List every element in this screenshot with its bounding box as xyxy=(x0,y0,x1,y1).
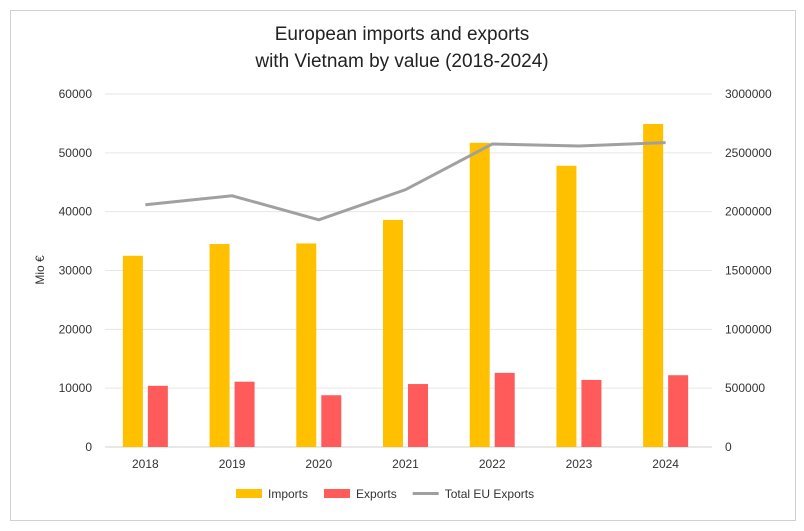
y-tick-label: 60000 xyxy=(59,87,93,101)
x-tick-label: 2024 xyxy=(652,457,679,471)
y-tick-label: 50000 xyxy=(59,146,93,160)
y-tick-label: 30000 xyxy=(59,264,93,278)
x-tick-label: 2023 xyxy=(566,457,593,471)
chart-title-line2: with Vietnam by value (2018-2024) xyxy=(255,51,549,72)
x-tick-label: 2021 xyxy=(392,457,419,471)
x-tick-label: 2022 xyxy=(479,457,506,471)
bar-exports xyxy=(321,395,342,447)
chart-frame xyxy=(10,10,796,521)
bar-imports xyxy=(469,142,490,447)
bar-exports xyxy=(234,381,255,447)
bar-imports xyxy=(296,243,317,447)
x-tick-label: 2018 xyxy=(132,457,159,471)
y2-tick-label: 2500000 xyxy=(725,146,772,160)
bar-exports xyxy=(668,375,689,447)
y2-tick-label: 1000000 xyxy=(725,322,772,336)
line-total-eu-exports xyxy=(145,141,666,222)
bar-imports xyxy=(556,165,577,447)
bar-imports xyxy=(643,124,664,447)
y2-tick-label: 500000 xyxy=(725,381,765,395)
y2-tick-label: 2000000 xyxy=(725,205,772,219)
bar-exports xyxy=(147,385,168,447)
bar-imports xyxy=(383,219,403,447)
bar-exports xyxy=(494,372,515,447)
y-tick-label: 20000 xyxy=(59,322,93,336)
bar-imports xyxy=(122,255,143,447)
bar-imports xyxy=(209,244,230,447)
legend-label: Total EU Exports xyxy=(445,487,534,501)
bar-exports xyxy=(581,379,602,447)
bar-exports xyxy=(408,384,428,447)
y-tick-label: 10000 xyxy=(59,381,93,395)
y2-tick-label: 0 xyxy=(725,440,732,454)
y2-tick-label: 1500000 xyxy=(725,264,772,278)
y-tick-label: 0 xyxy=(85,440,92,454)
x-tick-label: 2019 xyxy=(219,457,246,471)
chart-title-line1: European imports and exports xyxy=(274,24,530,45)
x-tick-label: 2020 xyxy=(305,457,332,471)
y-axis-label: Mio € xyxy=(33,255,47,285)
legend-label: Exports xyxy=(356,487,397,501)
y-tick-label: 40000 xyxy=(59,205,93,219)
y2-tick-label: 3000000 xyxy=(725,87,772,101)
legend-swatch xyxy=(324,489,351,498)
legend-label: Imports xyxy=(268,487,308,501)
legend-swatch xyxy=(236,489,262,498)
